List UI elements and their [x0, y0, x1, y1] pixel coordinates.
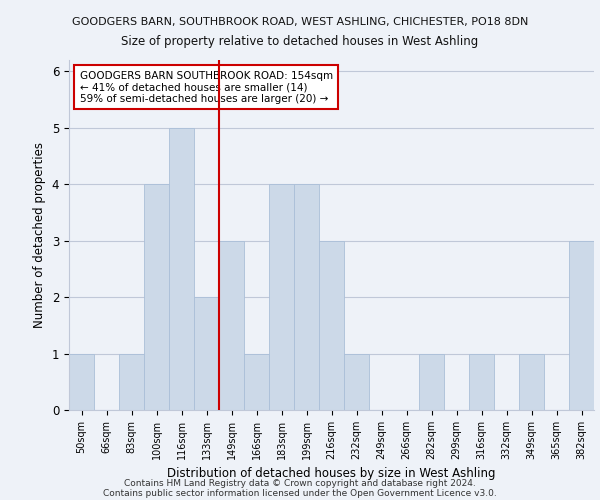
Text: GOODGERS BARN, SOUTHBROOK ROAD, WEST ASHLING, CHICHESTER, PO18 8DN: GOODGERS BARN, SOUTHBROOK ROAD, WEST ASH…: [72, 18, 528, 28]
Bar: [344, 354, 369, 410]
Bar: [269, 184, 294, 410]
Bar: [519, 354, 544, 410]
Bar: [469, 354, 494, 410]
Text: GOODGERS BARN SOUTHBROOK ROAD: 154sqm
← 41% of detached houses are smaller (14)
: GOODGERS BARN SOUTHBROOK ROAD: 154sqm ← …: [79, 70, 332, 104]
Y-axis label: Number of detached properties: Number of detached properties: [33, 142, 46, 328]
Text: Contains public sector information licensed under the Open Government Licence v3: Contains public sector information licen…: [103, 488, 497, 498]
Bar: [319, 240, 344, 410]
Bar: [294, 184, 319, 410]
Bar: [419, 354, 444, 410]
Bar: [219, 240, 244, 410]
Bar: [144, 184, 169, 410]
Text: Contains HM Land Registry data © Crown copyright and database right 2024.: Contains HM Land Registry data © Crown c…: [124, 478, 476, 488]
Bar: [194, 297, 219, 410]
Bar: [119, 354, 144, 410]
Bar: [569, 240, 594, 410]
Text: Size of property relative to detached houses in West Ashling: Size of property relative to detached ho…: [121, 35, 479, 48]
Bar: [244, 354, 269, 410]
Bar: [69, 354, 94, 410]
Bar: [169, 128, 194, 410]
X-axis label: Distribution of detached houses by size in West Ashling: Distribution of detached houses by size …: [167, 468, 496, 480]
